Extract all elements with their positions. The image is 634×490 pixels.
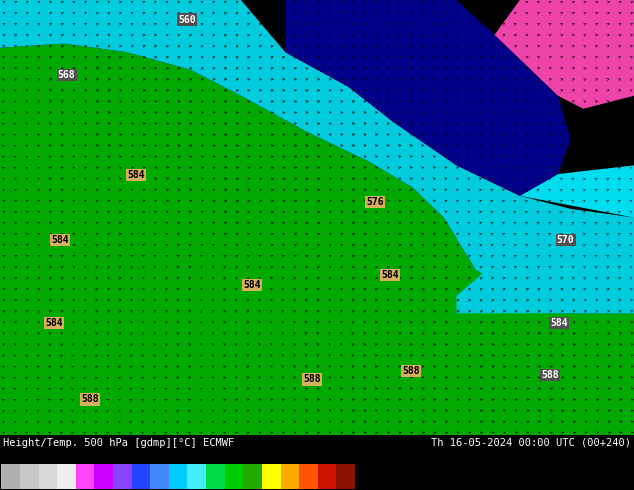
- Bar: [188, 464, 206, 489]
- Bar: [224, 464, 243, 489]
- Polygon shape: [0, 44, 634, 435]
- Bar: [169, 464, 188, 489]
- Polygon shape: [241, 0, 634, 313]
- Bar: [281, 464, 299, 489]
- Text: 588: 588: [81, 394, 99, 404]
- Bar: [57, 464, 75, 489]
- Bar: [206, 464, 224, 489]
- Text: 584: 584: [51, 235, 69, 245]
- Bar: [318, 464, 337, 489]
- Text: 584: 584: [381, 270, 399, 280]
- Bar: [262, 464, 281, 489]
- Text: 560: 560: [178, 15, 196, 24]
- Bar: [113, 464, 132, 489]
- Bar: [20, 464, 39, 489]
- Polygon shape: [0, 0, 266, 96]
- Bar: [39, 464, 57, 489]
- Bar: [132, 464, 150, 489]
- Bar: [150, 464, 169, 489]
- Text: 588: 588: [541, 370, 559, 380]
- Text: 588: 588: [303, 374, 321, 385]
- Polygon shape: [456, 218, 634, 313]
- Bar: [75, 464, 94, 489]
- Text: 584: 584: [243, 280, 261, 290]
- Polygon shape: [520, 165, 634, 218]
- Text: 576: 576: [366, 197, 384, 207]
- Polygon shape: [285, 0, 571, 196]
- Text: 588: 588: [402, 366, 420, 376]
- Text: Height/Temp. 500 hPa [gdmp][°C] ECMWF: Height/Temp. 500 hPa [gdmp][°C] ECMWF: [3, 438, 235, 448]
- Bar: [299, 464, 318, 489]
- Text: 584: 584: [550, 318, 568, 328]
- Bar: [243, 464, 262, 489]
- Text: 584: 584: [45, 318, 63, 328]
- Text: 568: 568: [58, 70, 75, 80]
- Text: 584: 584: [127, 170, 145, 180]
- Text: Th 16-05-2024 00:00 UTC (00+240): Th 16-05-2024 00:00 UTC (00+240): [431, 438, 631, 448]
- Polygon shape: [495, 0, 634, 109]
- Text: 570: 570: [557, 235, 574, 245]
- Polygon shape: [558, 218, 634, 270]
- Bar: [1, 464, 20, 489]
- Bar: [337, 464, 355, 489]
- Bar: [94, 464, 113, 489]
